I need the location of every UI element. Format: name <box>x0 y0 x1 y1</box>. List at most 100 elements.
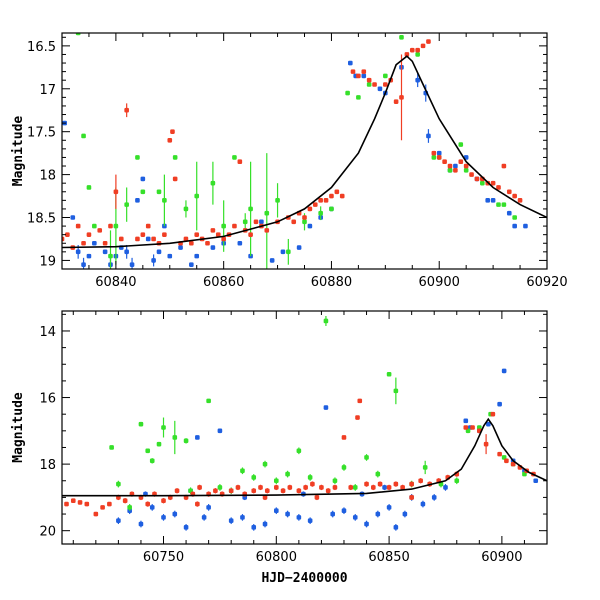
top-y-tick-label: 19 <box>39 254 56 269</box>
top-series-2-point <box>517 198 523 203</box>
bottom-series-2-point <box>195 501 200 507</box>
top-x-tick-label: 60900 <box>419 275 460 290</box>
bottom-series-2-point <box>310 481 315 487</box>
top-series-2-point <box>420 43 426 49</box>
top-series-1-point <box>366 82 372 87</box>
top-series-0-point <box>124 249 129 255</box>
bottom-series-2-point <box>348 485 354 490</box>
top-series-2-point <box>496 185 501 190</box>
bottom-series-2-point <box>386 485 392 490</box>
top-series-1-point <box>81 133 86 139</box>
top-series-1-point <box>480 180 485 186</box>
top-series-0-point <box>415 77 420 83</box>
bottom-series-2-point <box>251 488 257 494</box>
bottom-series-0-point <box>386 505 392 510</box>
top-y-tick-label: 18 <box>39 169 56 184</box>
top-y-axis-label: Magnitude <box>11 116 26 187</box>
bottom-series-2-point <box>319 485 324 490</box>
bottom-series-1-point <box>332 478 338 484</box>
top-y-tick-label: 16.5 <box>27 40 56 55</box>
bottom-series-1-point <box>307 475 313 480</box>
top-series-1-point <box>210 180 216 186</box>
top-x-tick-label: 60920 <box>526 275 567 290</box>
top-series-2-point <box>237 159 243 165</box>
top-series-2-point <box>442 159 447 165</box>
bottom-series-2-point <box>332 485 338 490</box>
top-series-0-point <box>140 176 146 182</box>
top-series-2-point <box>366 77 372 83</box>
bottom-series-1-point <box>364 455 369 460</box>
top-series-1-point <box>162 198 167 203</box>
top-series-2-point <box>183 236 189 242</box>
bottom-plot-frame <box>61 310 548 545</box>
top-series-2-point <box>135 236 140 242</box>
bottom-series-1-point <box>393 388 399 394</box>
bottom-series-1-point <box>240 468 245 474</box>
top-series-1-point <box>318 210 323 216</box>
top-series-1-point <box>194 193 200 199</box>
top-series-1-point <box>431 155 437 160</box>
bottom-series-2-point <box>314 495 320 500</box>
top-series-2-point <box>113 189 119 195</box>
bottom-series-2-point <box>371 485 376 490</box>
bottom-series-0-point <box>172 511 178 517</box>
top-series-0-point <box>189 262 194 268</box>
bottom-series-2-point <box>400 485 405 490</box>
bottom-series-1-point <box>341 465 347 470</box>
bottom-series-0-point <box>240 515 245 520</box>
bottom-y-tick-label: 16 <box>39 392 56 407</box>
bottom-series-2-point <box>100 505 105 510</box>
bottom-series-0-point <box>364 521 369 527</box>
top-series-1-point <box>345 90 350 96</box>
top-series-2-point <box>248 232 253 237</box>
top-series-0-point <box>377 86 383 92</box>
top-series-2-point <box>399 95 404 100</box>
top-series-1-point <box>496 202 501 207</box>
bottom-series-0-point <box>183 525 189 530</box>
bottom-light-curve-panel: 60750 60800 60850 60900 14 16 18 20 Magnitude HJD… <box>11 310 548 586</box>
bottom-series-1-point <box>323 318 329 324</box>
top-series-2-point <box>404 52 410 57</box>
top-series-2-point <box>323 198 329 203</box>
top-light-curve-panel: 60840 60860 60880 60900 60920 16.5 17 17.5 18 18.… <box>11 32 568 290</box>
bottom-series-0-point <box>323 405 329 410</box>
bottom-series-2-point <box>264 488 270 494</box>
bottom-series-2-point <box>262 495 268 500</box>
top-series-0-point <box>296 245 302 250</box>
bottom-series-2-point <box>470 425 475 430</box>
top-series-1-point <box>92 223 97 229</box>
top-series-1-point <box>183 206 189 212</box>
top-series-2-point <box>194 232 200 237</box>
bottom-series-0-point <box>307 518 313 523</box>
top-series-2-point <box>97 228 103 233</box>
bottom-series-1-point <box>206 398 211 404</box>
bottom-series-2-point <box>258 485 263 490</box>
top-series-2-point <box>189 240 194 246</box>
bottom-series-0-point <box>431 495 437 500</box>
bottom-series-1-point <box>138 421 144 427</box>
bottom-series-1-point <box>217 485 223 490</box>
bottom-series-1-point <box>161 425 166 430</box>
top-x-tick-label: 60860 <box>203 275 244 290</box>
top-series-0-point <box>307 223 313 229</box>
top-series-1-point <box>329 206 334 212</box>
top-series-1-point <box>383 73 388 79</box>
top-series-2-point <box>453 168 458 173</box>
top-series-2-point <box>205 240 210 246</box>
bottom-series-0-point <box>262 521 268 527</box>
top-series-1-point <box>415 52 420 57</box>
bottom-series-0-point <box>217 428 223 434</box>
bottom-series-0-point <box>375 511 381 517</box>
bottom-series-2-point <box>483 441 489 447</box>
top-series-0-point <box>523 223 528 229</box>
bottom-series-2-point <box>280 488 286 494</box>
top-series-1-point <box>264 210 270 216</box>
bottom-series-0-point <box>341 508 347 514</box>
top-series-0-point <box>269 258 275 263</box>
bottom-series-1-point <box>149 458 155 464</box>
bottom-series-2-point <box>357 398 363 404</box>
bottom-series-2-point <box>93 511 99 517</box>
bottom-series-0-point <box>195 435 200 440</box>
top-series-2-point <box>151 236 156 242</box>
